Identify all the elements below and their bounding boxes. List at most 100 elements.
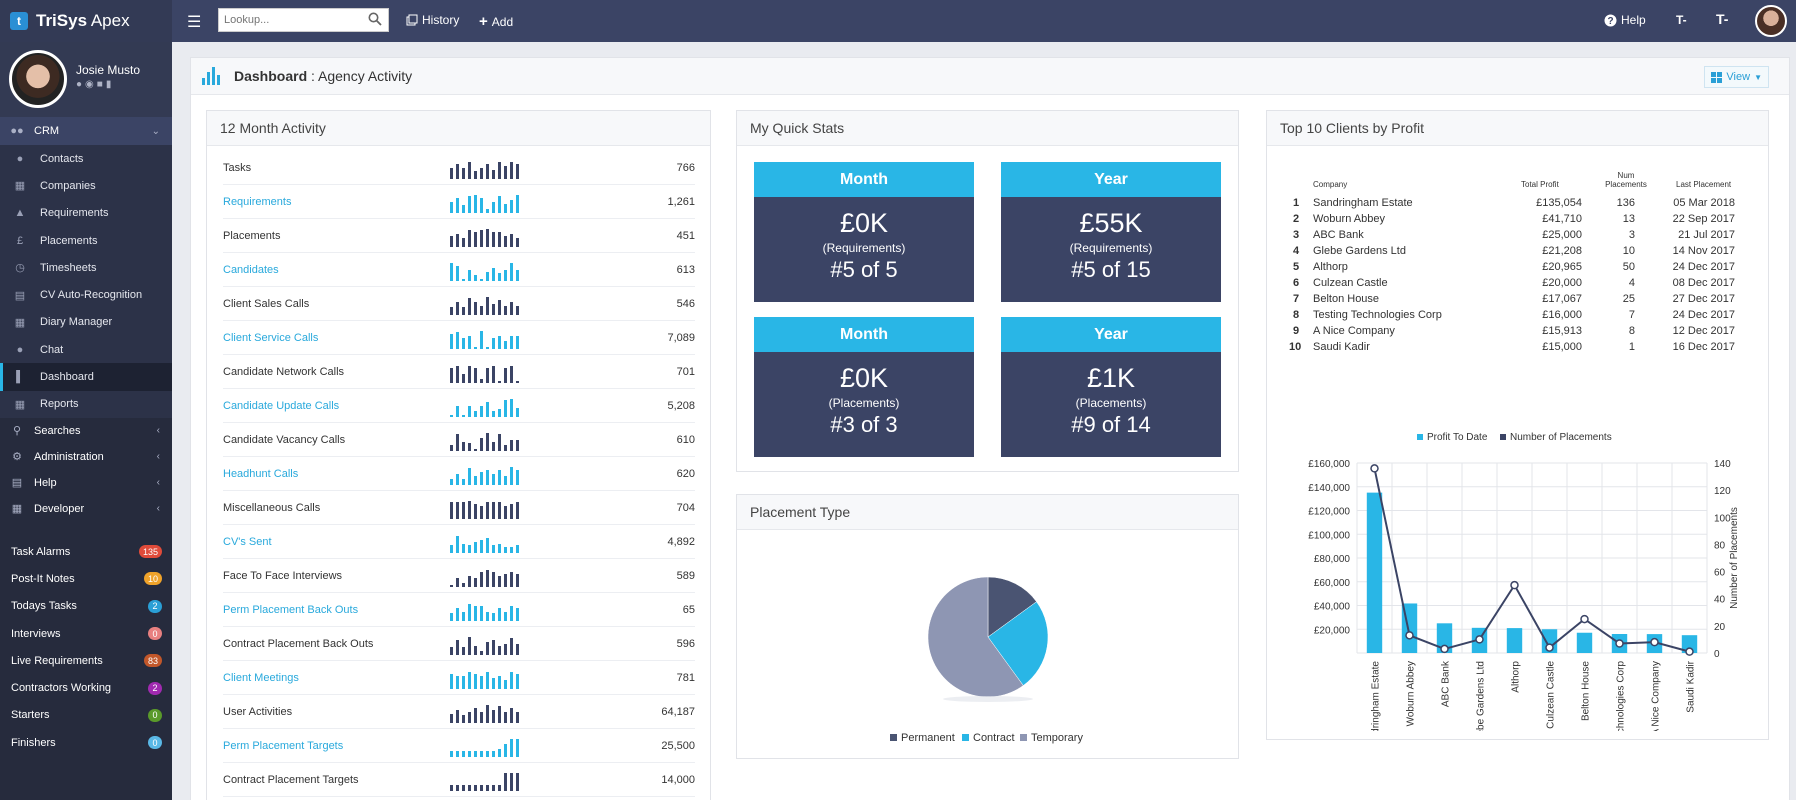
counter-finishers[interactable]: Finishers 0 (0, 729, 172, 756)
sidebar-item-requirements[interactable]: ▲ Requirements (0, 199, 172, 227)
menu-toggle-icon[interactable]: ☰ (187, 14, 202, 31)
x-tick-label: Culzean Castle (1546, 661, 1557, 729)
logout-icon[interactable]: ▮ (105, 79, 112, 90)
spark-bar (516, 407, 519, 417)
nav-section-help[interactable]: ▤ Help ‹ (0, 470, 172, 496)
client-company: Testing Technologies Corp (1313, 309, 1442, 321)
activity-label[interactable]: Requirements (223, 195, 292, 208)
client-rank: 10 (1289, 341, 1302, 353)
client-profit: £20,000 (1542, 277, 1582, 289)
activity-label[interactable]: Perm Placement Back Outs (223, 603, 359, 616)
sidebar-item-diary-manager[interactable]: ▦ Diary Manager (0, 308, 172, 337)
y2-tick-label: 140 (1714, 459, 1731, 470)
spark-bar (462, 237, 465, 247)
client-num: 25 (1622, 293, 1635, 305)
quick-stat-rank: #9 of 14 (1071, 412, 1151, 437)
add-button[interactable]: + Add (479, 13, 514, 30)
activity-value: 781 (676, 671, 695, 684)
spark-bar (462, 715, 465, 723)
spark-bar (480, 711, 483, 723)
activity-label[interactable]: Candidates (223, 263, 279, 276)
client-num: 50 (1622, 261, 1635, 273)
spark-bar (492, 366, 495, 383)
counter-todays-tasks[interactable]: Todays Tasks 2 (0, 593, 172, 620)
table-row[interactable]: 9 A Nice Company £15,913 8 12 Dec 2017 (1281, 323, 1745, 339)
counter-interviews[interactable]: Interviews 0 (0, 620, 172, 647)
history-button[interactable]: History (406, 13, 459, 27)
chat-icon: ● (16, 343, 24, 356)
counter-starters[interactable]: Starters 0 (0, 702, 172, 729)
activity-value: 546 (676, 297, 695, 310)
lookup-input[interactable] (219, 14, 359, 26)
quick-stat-box: Month £0K (Requirements) #5 of 5 (754, 162, 974, 302)
counter-live-requirements[interactable]: Live Requirements 83 (0, 647, 172, 674)
table-row[interactable]: 10 Saudi Kadir £15,000 1 16 Dec 2017 (1281, 339, 1745, 355)
spark-bar (462, 337, 465, 349)
client-company: Saudi Kadir (1313, 341, 1370, 353)
spark-bar (468, 405, 471, 417)
dashboard-header: Dashboard : Agency Activity View ▼ (191, 58, 1789, 95)
table-row[interactable]: 2 Woburn Abbey £41,710 13 22 Sep 2017 (1281, 211, 1745, 227)
view-button[interactable]: View ▼ (1704, 66, 1769, 88)
nav-section-developer[interactable]: ▦ Developer ‹ (0, 496, 172, 522)
client-last-placement: 24 Dec 2017 (1672, 309, 1735, 321)
counter-post-it-notes[interactable]: Post-It Notes 10 (0, 565, 172, 592)
sidebar-item-cv-auto-recognition[interactable]: ▤ CV Auto-Recognition (0, 281, 172, 309)
client-rank: 7 (1293, 293, 1300, 305)
chevron-left-icon: ‹ (156, 451, 160, 463)
search-icon[interactable] (368, 12, 382, 29)
client-num: 4 (1628, 277, 1635, 289)
y-tick-label: £140,000 (1308, 483, 1350, 494)
table-row[interactable]: 7 Belton House £17,067 25 27 Dec 2017 (1281, 291, 1745, 307)
profile-avatar[interactable] (9, 50, 67, 108)
crm-section[interactable]: ●● CRM ⌄ (0, 117, 172, 145)
client-last-placement: 05 Mar 2018 (1673, 197, 1735, 209)
spark-bar (504, 505, 507, 519)
sidebar-item-companies[interactable]: ▦ Companies (0, 172, 172, 200)
sidebar-item-placements[interactable]: £ Placements (0, 226, 172, 255)
nav-section-administration[interactable]: ⚙ Administration ‹ (0, 444, 172, 470)
activity-label[interactable]: Client Meetings (223, 671, 299, 684)
spark-bar (510, 466, 513, 485)
activity-row: Miscellaneous Calls 704 (223, 491, 695, 525)
spark-bar (504, 305, 507, 315)
sidebar-item-contacts[interactable]: ● Contacts (0, 145, 172, 173)
table-row[interactable]: 5 Althorp £20,965 50 24 Dec 2017 (1281, 259, 1745, 275)
activity-label[interactable]: Candidate Update Calls (223, 399, 340, 412)
table-row[interactable]: 6 Culzean Castle £20,000 4 08 Dec 2017 (1281, 275, 1745, 291)
activity-label[interactable]: Client Service Calls (223, 331, 319, 344)
point-placements (1650, 637, 1659, 647)
table-row[interactable]: 3 ABC Bank £25,000 3 21 Jul 2017 (1281, 227, 1745, 243)
spark-bar (474, 606, 477, 621)
y2-tick-label: 0 (1714, 649, 1720, 660)
spark-bar (492, 677, 495, 689)
nav-section-searches[interactable]: ⚲ Searches ‹ (0, 418, 172, 444)
counter-contractors-working[interactable]: Contractors Working 2 (0, 674, 172, 701)
font-larger-button[interactable]: T- (1716, 11, 1729, 27)
sidebar-item-timesheets[interactable]: ◷ Timesheets (0, 254, 172, 282)
table-row[interactable]: 8 Testing Technologies Corp £16,000 7 24 Dec… (1281, 307, 1745, 323)
font-smaller-button[interactable]: T- (1676, 13, 1687, 27)
activity-label[interactable]: Perm Placement Targets (223, 739, 344, 752)
sidebar-item-reports[interactable]: ▦ Reports (0, 390, 172, 418)
table-row[interactable]: 1 Sandringham Estate £135,054 136 05 Mar 201… (1281, 195, 1745, 211)
activity-sparkline (450, 225, 550, 247)
sidebar-item-dashboard[interactable]: ▌ Dashboard (0, 363, 172, 391)
spark-bar (504, 573, 507, 587)
activity-label[interactable]: Headhunt Calls (223, 467, 299, 480)
user-icon[interactable]: ● (76, 79, 83, 90)
counter-task-alarms[interactable]: Task Alarms 135 (0, 538, 172, 565)
spark-bar (468, 335, 471, 349)
spark-bar (468, 500, 471, 519)
help-button[interactable]: ? Help (1604, 13, 1646, 27)
brand[interactable]: t TriSys Apex (0, 0, 172, 42)
activity-label[interactable]: CV's Sent (223, 535, 272, 548)
question-icon[interactable]: ◉ (85, 79, 94, 90)
user-avatar[interactable] (1755, 5, 1787, 37)
activity-row: Candidate Update Calls 5,208 (223, 389, 695, 423)
sidebar-item-chat[interactable]: ● Chat (0, 336, 172, 364)
lock-icon[interactable]: ■ (96, 79, 103, 90)
client-profit: £20,965 (1542, 261, 1582, 273)
table-row[interactable]: 4 Glebe Gardens Ltd £21,208 10 14 Nov 2017 (1281, 243, 1745, 259)
activity-label: Placements (223, 229, 281, 242)
